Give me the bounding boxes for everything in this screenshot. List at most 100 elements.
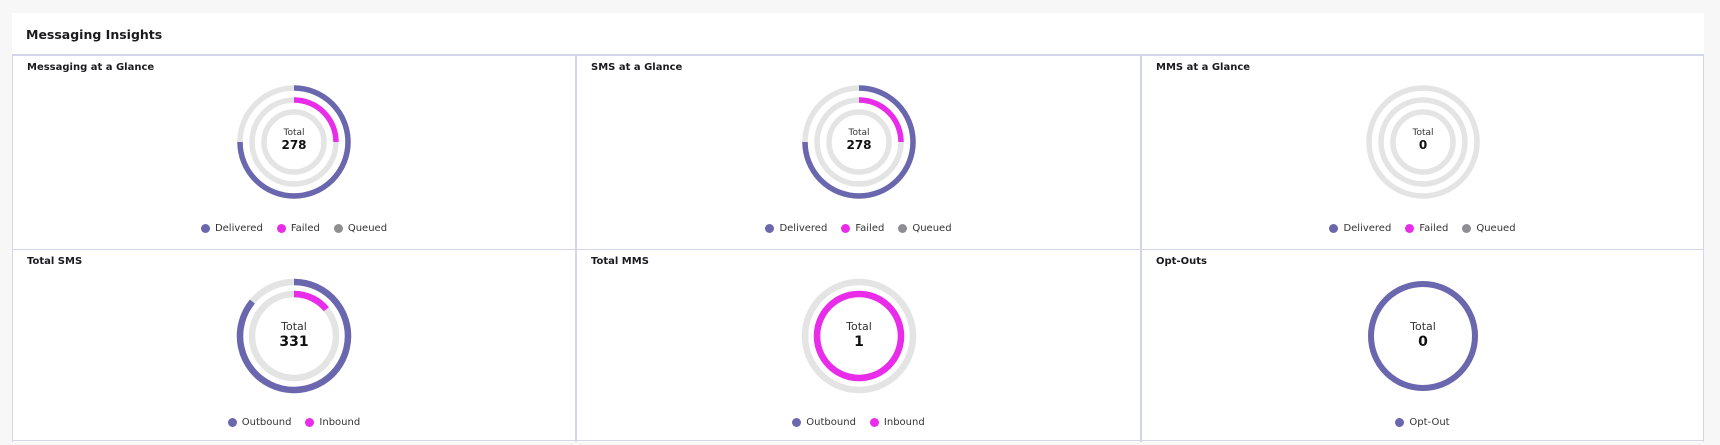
legend-dot (333, 224, 343, 233)
legend-label: Opt-Out (1409, 417, 1450, 428)
legend-dot (227, 418, 237, 427)
center-total: 331 (279, 334, 308, 350)
chart-title: Messaging at a Glance (27, 62, 155, 73)
legend-dot (1405, 224, 1415, 233)
ring-arc-failed[interactable] (858, 97, 904, 143)
legend-item-queued[interactable]: Queued (898, 223, 952, 234)
center-label: Total (845, 320, 872, 333)
legend-label: Failed (290, 223, 320, 234)
legend-item-outbound[interactable]: Outbound (792, 417, 856, 428)
center-label: Total (280, 320, 307, 333)
legend-item-delivered[interactable]: Delivered (200, 223, 263, 234)
ring-track (1389, 109, 1456, 175)
legend-item-failed[interactable]: Failed (841, 223, 884, 234)
center-total: 1 (854, 334, 864, 350)
ring-arc-inbound[interactable] (293, 290, 329, 312)
legend-dot (841, 224, 851, 233)
ring-arc-inbound[interactable] (813, 290, 904, 382)
center-total: 278 (281, 138, 306, 152)
legend-label: Delivered (1343, 223, 1392, 234)
legend-label: Delivered (214, 223, 263, 234)
chart-panel-total-sms: Total SMS Total 331 Outbound Inbound (12, 249, 576, 442)
chart-title: Total SMS (27, 256, 83, 267)
messaging-insights-card: Messaging Insights Messaging at a Glance… (12, 13, 1704, 442)
ring-track (1365, 85, 1480, 199)
chart-legend: Opt-Out (1142, 417, 1703, 428)
donut-chart: Total 278 (801, 84, 917, 200)
center-label: Total (282, 128, 304, 138)
center-label: Total (1409, 320, 1436, 333)
legend-label: Outbound (806, 417, 856, 428)
ring-track (1377, 97, 1468, 187)
chart-legend: Delivered Failed Queued (577, 223, 1140, 234)
charts-grid: Messaging at a Glance Total 278 Delivered Fa… (12, 54, 1704, 442)
legend-label: Queued (912, 223, 952, 234)
legend-item-outbound[interactable]: Outbound (227, 417, 292, 428)
chart-legend: Delivered Failed Queued (13, 223, 575, 234)
legend-dot (276, 224, 286, 233)
ring-arc-outbound[interactable] (236, 278, 352, 394)
legend-item-failed[interactable]: Failed (276, 223, 320, 234)
legend-item-failed[interactable]: Failed (1405, 223, 1448, 234)
legend-item-inbound[interactable]: Inbound (305, 417, 360, 428)
legend-item-queued[interactable]: Queued (1462, 223, 1516, 234)
legend-dot (1462, 224, 1472, 233)
legend-dot (1329, 224, 1339, 233)
ring-arc-delivered[interactable] (237, 85, 351, 199)
legend-item-queued[interactable]: Queued (333, 223, 388, 234)
legend-dot (1395, 418, 1405, 427)
donut-chart: Total 0 (1365, 278, 1481, 394)
legend-label: Inbound (319, 417, 361, 428)
ring-track (825, 109, 892, 175)
chart-panel-total-mms: Total MMS Total 1 Outbound Inbound (576, 249, 1141, 442)
center-total: 0 (1418, 138, 1426, 152)
legend-dot (305, 418, 315, 427)
legend-label: Queued (1476, 223, 1516, 234)
page-title: Messaging Insights (26, 27, 163, 42)
legend-label: Failed (855, 223, 885, 234)
legend-dot (765, 224, 775, 233)
donut-chart: Total 0 (1365, 84, 1481, 200)
legend-item-delivered[interactable]: Delivered (1329, 223, 1391, 234)
chart-legend: Delivered Failed Queued (1142, 223, 1703, 234)
ring-arc-failed[interactable] (293, 97, 339, 143)
chart-legend: Outbound Inbound (13, 417, 575, 428)
ring-arc-delivered[interactable] (801, 85, 916, 199)
chart-panel-sms-at-a-glance: SMS at a Glance Total 278 Delivered Failed Qu… (576, 55, 1141, 249)
legend-item-inbound[interactable]: Inbound (869, 417, 925, 428)
center-label: Total (847, 128, 869, 138)
center-total: 278 (846, 138, 871, 152)
ring-arc-opt-out[interactable] (1367, 281, 1478, 391)
legend-label: Inbound (883, 417, 925, 428)
chart-legend: Outbound Inbound (577, 417, 1140, 428)
legend-label: Outbound (241, 417, 292, 428)
chart-title: MMS at a Glance (1156, 62, 1251, 73)
legend-dot (200, 224, 210, 233)
chart-title: Total MMS (591, 256, 649, 267)
chart-panel-messaging-at-a-glance: Messaging at a Glance Total 278 Delivered Fa… (12, 55, 576, 249)
legend-item-delivered[interactable]: Delivered (765, 223, 827, 234)
chart-panel-opt-outs: Opt-Outs Total 0 Opt-Out (1141, 249, 1704, 442)
ring-track (261, 109, 327, 175)
center-total: 0 (1418, 334, 1428, 350)
chart-title: SMS at a Glance (591, 62, 683, 73)
donut-chart: Total 278 (236, 84, 352, 200)
chart-title: Opt-Outs (1156, 256, 1207, 267)
donut-chart: Total 1 (801, 278, 917, 394)
ring-track (801, 278, 916, 394)
legend-dot (869, 418, 879, 427)
legend-label: Delivered (779, 223, 828, 234)
legend-item-opt-out[interactable]: Opt-Out (1395, 417, 1450, 428)
legend-label: Queued (347, 223, 388, 234)
chart-panel-mms-at-a-glance: MMS at a Glance Total 0 Delivered Failed Queu… (1141, 55, 1704, 249)
legend-dot (898, 224, 908, 233)
legend-label: Failed (1419, 223, 1449, 234)
donut-chart: Total 331 (236, 278, 352, 394)
center-label: Total (1411, 128, 1433, 138)
